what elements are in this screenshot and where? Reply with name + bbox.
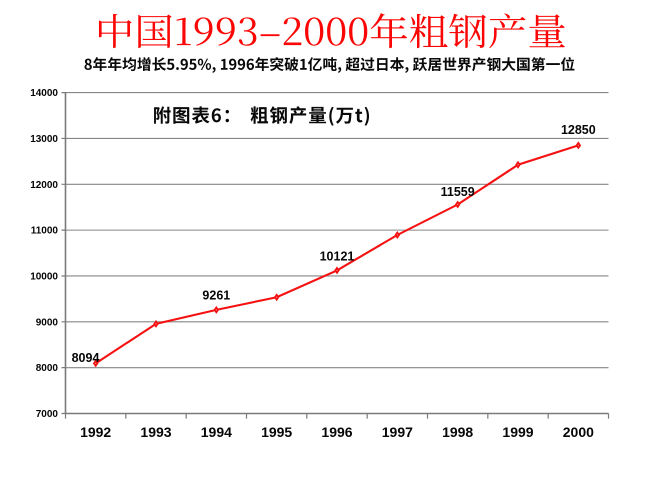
svg-text:7000: 7000 bbox=[36, 409, 59, 420]
svg-text:9000: 9000 bbox=[36, 317, 59, 328]
svg-text:1993: 1993 bbox=[140, 424, 171, 440]
svg-text:2000: 2000 bbox=[563, 424, 594, 440]
svg-text:9261: 9261 bbox=[202, 288, 230, 302]
svg-text:14000: 14000 bbox=[30, 88, 58, 99]
svg-text:11000: 11000 bbox=[31, 226, 59, 237]
svg-text:12850: 12850 bbox=[561, 123, 596, 137]
svg-text:8000: 8000 bbox=[36, 363, 59, 374]
svg-text:1995: 1995 bbox=[261, 424, 292, 440]
svg-text:12000: 12000 bbox=[30, 180, 58, 191]
svg-text:10121: 10121 bbox=[320, 250, 355, 264]
svg-text:11559: 11559 bbox=[441, 185, 475, 199]
svg-text:1998: 1998 bbox=[442, 424, 473, 440]
svg-text:1999: 1999 bbox=[502, 424, 533, 440]
svg-text:1992: 1992 bbox=[80, 424, 111, 440]
svg-text:1994: 1994 bbox=[201, 424, 232, 440]
svg-text:8094: 8094 bbox=[72, 351, 100, 365]
svg-text:1996: 1996 bbox=[321, 424, 352, 440]
svg-text:10000: 10000 bbox=[30, 271, 58, 282]
svg-text:1997: 1997 bbox=[382, 424, 413, 440]
svg-text:13000: 13000 bbox=[30, 134, 58, 145]
